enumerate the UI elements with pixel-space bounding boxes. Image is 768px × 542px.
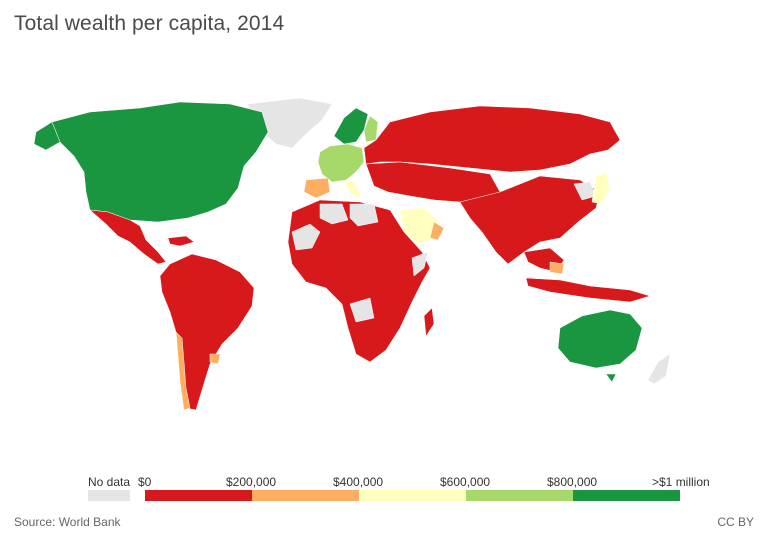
legend-tick-label: $600,000 <box>440 475 491 489</box>
legend-tick-label: $0 <box>138 475 152 489</box>
legend-bin-swatch <box>145 490 252 501</box>
chart-title: Total wealth per capita, 2014 <box>14 12 285 35</box>
legend-tick-label: >$1 million <box>652 475 710 489</box>
region-africa[interactable] <box>287 199 431 363</box>
legend-tick-label: $800,000 <box>547 475 598 489</box>
region-italy[interactable] <box>345 179 363 199</box>
legend-nodata-label: No data <box>88 475 131 489</box>
legend-bin-swatch <box>252 490 359 501</box>
legend-bin-swatch <box>359 490 466 501</box>
region-finland[interactable] <box>363 115 379 143</box>
region-uruguay[interactable] <box>209 353 221 365</box>
legend-nodata-swatch <box>88 490 130 501</box>
region-madagascar[interactable] <box>423 307 435 337</box>
world-map <box>30 92 740 437</box>
region-south-asia[interactable] <box>459 175 601 265</box>
region-africa-nodata-west[interactable] <box>291 223 321 251</box>
region-south-america[interactable] <box>159 253 255 411</box>
license-link[interactable]: CC BY <box>717 515 754 529</box>
region-caribbean[interactable] <box>167 235 195 247</box>
region-tasmania[interactable] <box>605 373 617 383</box>
legend-bin-swatch <box>573 490 680 501</box>
region-new-zealand[interactable] <box>647 353 671 385</box>
region-scandinavia[interactable] <box>333 107 369 145</box>
region-libya[interactable] <box>349 203 379 227</box>
legend-tick-label: $200,000 <box>226 475 277 489</box>
world-map-svg <box>33 97 671 411</box>
region-central-america[interactable] <box>89 209 167 265</box>
region-australia[interactable] <box>557 309 643 369</box>
region-alaska[interactable] <box>33 121 61 151</box>
region-indonesia[interactable] <box>525 277 651 303</box>
region-russia[interactable] <box>363 105 621 173</box>
region-malaysia[interactable] <box>549 261 565 275</box>
region-north-america[interactable] <box>51 101 269 223</box>
region-japan[interactable] <box>591 171 611 205</box>
region-chile[interactable] <box>175 331 191 411</box>
region-oman[interactable] <box>429 221 445 241</box>
region-africa-nodata-north[interactable] <box>319 203 349 225</box>
region-western-europe[interactable] <box>317 143 365 183</box>
legend-tick-label: $400,000 <box>333 475 384 489</box>
region-somalia[interactable] <box>411 251 429 277</box>
region-iberia[interactable] <box>303 177 331 199</box>
legend-bin-swatch <box>466 490 573 501</box>
source-note: Source: World Bank <box>14 515 121 529</box>
region-africa-nodata-south[interactable] <box>349 297 375 323</box>
